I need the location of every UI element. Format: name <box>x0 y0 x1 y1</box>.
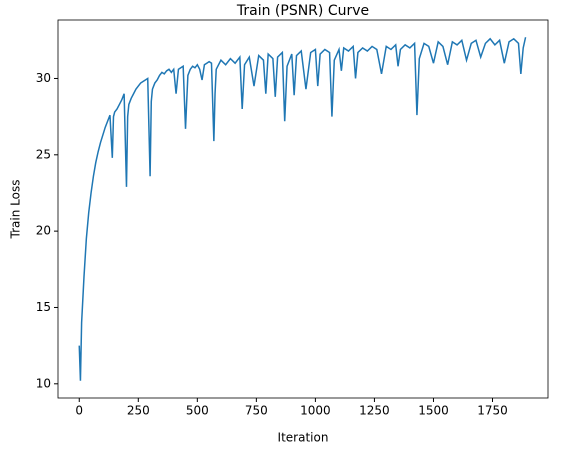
x-tick-label: 1500 <box>418 404 449 418</box>
chart-title: Train (PSNR) Curve <box>236 3 369 19</box>
y-tick-label: 20 <box>36 224 51 238</box>
y-tick-label: 30 <box>36 71 51 85</box>
y-axis-label: Train Loss <box>9 180 23 240</box>
y-tick-label: 10 <box>36 376 51 390</box>
x-tick-label: 250 <box>127 404 150 418</box>
x-tick-label: 1750 <box>477 404 508 418</box>
y-tick-label: 25 <box>36 147 51 161</box>
plot-frame <box>57 19 549 399</box>
x-tick-label: 500 <box>186 404 209 418</box>
y-tick-label: 15 <box>36 300 51 314</box>
line <box>78 37 527 381</box>
x-tick-label: 1250 <box>359 404 390 418</box>
x-tick-label: 750 <box>245 404 268 418</box>
x-axis-label: Iteration <box>278 431 329 445</box>
x-tick-label: 1000 <box>300 404 331 418</box>
x-tick-label: 0 <box>75 404 83 418</box>
